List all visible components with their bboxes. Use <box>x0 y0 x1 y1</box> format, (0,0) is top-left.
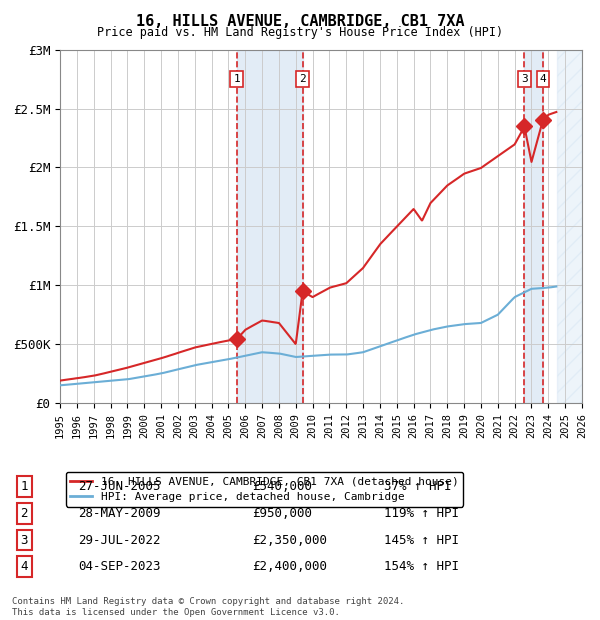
Text: 37% ↑ HPI: 37% ↑ HPI <box>384 480 452 493</box>
Text: 145% ↑ HPI: 145% ↑ HPI <box>384 534 459 546</box>
Text: Contains HM Land Registry data © Crown copyright and database right 2024.
This d: Contains HM Land Registry data © Crown c… <box>12 598 404 617</box>
Bar <box>557 50 582 403</box>
Text: 16, HILLS AVENUE, CAMBRIDGE, CB1 7XA: 16, HILLS AVENUE, CAMBRIDGE, CB1 7XA <box>136 14 464 29</box>
Text: 3: 3 <box>20 534 28 546</box>
Text: £2,350,000: £2,350,000 <box>252 534 327 546</box>
Text: 2: 2 <box>299 74 306 84</box>
Text: 1: 1 <box>233 74 240 84</box>
Text: 04-SEP-2023: 04-SEP-2023 <box>78 560 161 573</box>
Text: 4: 4 <box>539 74 546 84</box>
Text: 29-JUL-2022: 29-JUL-2022 <box>78 534 161 546</box>
Bar <box>524 50 543 403</box>
Text: 1: 1 <box>20 480 28 493</box>
Bar <box>236 50 302 403</box>
Text: 119% ↑ HPI: 119% ↑ HPI <box>384 507 459 520</box>
Text: £950,000: £950,000 <box>252 507 312 520</box>
Text: £2,400,000: £2,400,000 <box>252 560 327 573</box>
Text: 27-JUN-2005: 27-JUN-2005 <box>78 480 161 493</box>
Text: 4: 4 <box>20 560 28 573</box>
Text: £540,000: £540,000 <box>252 480 312 493</box>
Legend: 16, HILLS AVENUE, CAMBRIDGE, CB1 7XA (detached house), HPI: Average price, detac: 16, HILLS AVENUE, CAMBRIDGE, CB1 7XA (de… <box>65 472 463 507</box>
Text: 2: 2 <box>20 507 28 520</box>
Text: 3: 3 <box>521 74 528 84</box>
Text: 28-MAY-2009: 28-MAY-2009 <box>78 507 161 520</box>
Text: Price paid vs. HM Land Registry's House Price Index (HPI): Price paid vs. HM Land Registry's House … <box>97 26 503 39</box>
Text: 154% ↑ HPI: 154% ↑ HPI <box>384 560 459 573</box>
